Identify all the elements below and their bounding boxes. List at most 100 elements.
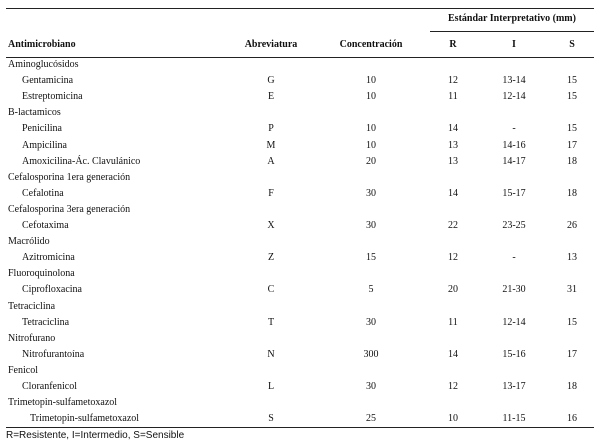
s-cell: 15: [567, 316, 577, 328]
table-row: Cefalotina F 30 14 15-17 18: [0, 186, 600, 202]
i-cell: 12-14: [502, 91, 526, 103]
drug-name: Nitrofurantoína: [22, 348, 85, 360]
i-cell: -: [512, 252, 516, 264]
group-header-rule: [430, 31, 594, 32]
table-row: Tetraciclina T 30 11 12-14 15: [0, 315, 600, 331]
abbreviation-cell: T: [267, 316, 275, 328]
i-cell: 13-14: [502, 75, 526, 87]
r-cell: 11: [448, 316, 458, 328]
group-header: Estándar Interpretativo (mm): [448, 13, 576, 24]
abbreviation-cell: F: [268, 187, 274, 199]
table-row: Estreptomicina E 10 11 12-14 15: [0, 89, 600, 105]
drug-name: Ciprofloxacina: [22, 284, 82, 296]
category-row: Trimetopin-sulfametoxazol: [0, 395, 600, 411]
r-cell: 14: [448, 187, 458, 199]
r-cell: 14: [448, 348, 458, 360]
s-cell: 15: [567, 123, 577, 135]
s-cell: 31: [567, 284, 577, 296]
s-cell: 18: [567, 155, 577, 167]
drug-name: Tetraciclina: [22, 316, 70, 328]
i-cell: 23-25: [502, 220, 526, 231]
category-label: Cefalosporina 1era generación: [8, 171, 131, 183]
table-row: Cefotaxima X 30 22 23-25 26: [0, 218, 600, 234]
abbreviation-cell: G: [267, 75, 275, 87]
col-header-abreviatura: Abreviatura: [244, 39, 298, 50]
top-rule: [6, 8, 594, 9]
i-cell: 15-17: [502, 187, 526, 199]
s-cell: 17: [567, 348, 577, 360]
category-row: Cefalosporina 1era generación: [0, 170, 600, 186]
drug-name: Amoxicilina-Ác. Clavulánico: [22, 155, 141, 167]
concentration-cell: 25: [366, 413, 376, 425]
drug-name: Penicilina: [22, 123, 62, 135]
r-cell: 13: [448, 155, 458, 167]
drug-name: Cefotaxima: [22, 220, 69, 231]
category-row: Tetraciclina: [0, 299, 600, 315]
i-cell: 14-17: [502, 155, 526, 167]
s-cell: 18: [567, 381, 577, 392]
category-row: Fluoroquinolona: [0, 266, 600, 282]
s-cell: 15: [567, 75, 577, 87]
concentration-cell: 30: [366, 220, 376, 231]
category-label: Trimetopin-sulfametoxazol: [8, 397, 118, 409]
drug-name: Ampicilina: [22, 139, 67, 151]
concentration-cell: 30: [366, 316, 376, 328]
table-row: Penicilina P 10 14 - 15: [0, 121, 600, 137]
col-header-antimicrobiano: Antimicrobiano: [8, 39, 76, 50]
concentration-cell: 300: [363, 348, 379, 360]
drug-name: Trimetopin-sulfametoxazol: [30, 413, 140, 425]
table-row: Nitrofurantoína N 300 14 15-16 17: [0, 347, 600, 363]
concentration-cell: 10: [366, 75, 376, 87]
r-cell: 12: [448, 381, 458, 392]
col-header-s: S: [569, 39, 575, 50]
category-label: Macrólido: [8, 236, 50, 248]
abbreviation-cell: M: [266, 139, 276, 151]
table-row: Cloranfenicol L 30 12 13-17 18: [0, 379, 600, 395]
abbreviation-cell: A: [267, 155, 275, 167]
category-row: Aminoglucósidos: [0, 57, 600, 73]
header-row: Antimicrobiano Abreviatura Concentración…: [0, 37, 600, 53]
concentration-cell: 30: [366, 187, 376, 199]
category-row: Nitrofurano: [0, 331, 600, 347]
abbreviation-cell: S: [268, 413, 274, 425]
concentration-cell: 15: [366, 252, 376, 264]
drug-name: Gentamicina: [22, 75, 74, 87]
r-cell: 11: [448, 91, 458, 103]
category-label: Aminoglucósidos: [8, 59, 79, 70]
abbreviation-cell: Z: [267, 252, 275, 264]
table-row: Ciprofloxacina C 5 20 21-30 31: [0, 282, 600, 298]
s-cell: 26: [567, 220, 577, 231]
concentration-cell: 10: [366, 91, 376, 103]
i-cell: -: [512, 123, 516, 135]
header-rule: [6, 57, 594, 58]
r-cell: 14: [448, 123, 458, 135]
i-cell: 13-17: [502, 381, 526, 392]
category-label: Cefalosporina 3era generación: [8, 203, 131, 215]
category-row: Cefalosporina 3era generación: [0, 202, 600, 218]
r-cell: 10: [448, 413, 458, 425]
category-label: Fluoroquinolona: [8, 268, 75, 280]
i-cell: 14-16: [502, 139, 526, 151]
abbreviation-cell: C: [267, 284, 275, 296]
concentration-cell: 5: [368, 284, 374, 296]
drug-name: Azitromicina: [22, 252, 75, 264]
i-cell: 15-16: [502, 348, 526, 360]
category-label: B-lactamicos: [8, 107, 61, 119]
drug-name: Cefalotina: [22, 187, 64, 199]
table-row: Trimetopin-sulfametoxazol S 25 10 11-15 16: [0, 411, 600, 427]
bottom-rule: [6, 427, 594, 428]
s-cell: 16: [567, 413, 577, 425]
col-header-r: R: [449, 39, 457, 50]
category-label: Tetraciclina: [8, 300, 56, 312]
concentration-cell: 10: [366, 139, 376, 151]
r-cell: 12: [448, 252, 458, 264]
i-cell: 21-30: [502, 284, 526, 296]
abbreviation-cell: P: [268, 123, 274, 135]
i-cell: 12-14: [502, 316, 526, 328]
category-row: Macrólido: [0, 234, 600, 250]
s-cell: 18: [567, 187, 577, 199]
abbreviation-cell: E: [267, 91, 275, 103]
r-cell: 20: [448, 284, 458, 296]
table-row: Azitromicina Z 15 12 - 13: [0, 250, 600, 266]
i-cell: 11-15: [502, 413, 526, 425]
